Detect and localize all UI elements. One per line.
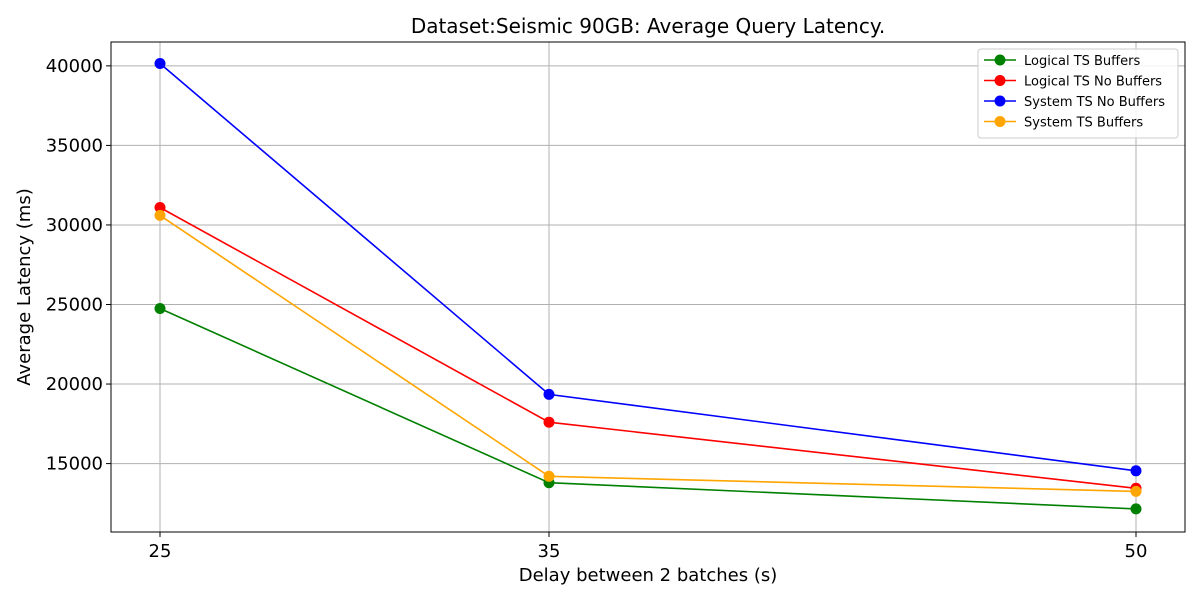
data-point — [154, 303, 166, 314]
data-point — [1130, 465, 1142, 477]
series-group — [154, 202, 1142, 494]
tick-layer: 25 35 50 15000 20000 25000 30000 35000 40000 — [46, 56, 1148, 562]
x-tick-label: 50 — [1125, 541, 1148, 562]
legend-label: Logical TS No Buffers — [1024, 75, 1162, 90]
legend-marker — [994, 95, 1006, 107]
y-tick-label: 15000 — [46, 454, 103, 475]
legend-marker — [994, 75, 1006, 86]
y-tick-label: 35000 — [46, 135, 103, 156]
x-tick-label: 35 — [538, 541, 561, 562]
legend-marker — [994, 116, 1006, 127]
data-point — [1130, 503, 1142, 515]
y-axis-label: Average Latency (ms) — [14, 188, 35, 385]
legend-box — [977, 48, 1179, 139]
series-line — [159, 206, 1137, 490]
series-group — [154, 303, 1142, 515]
y-tick-label: 30000 — [46, 215, 103, 236]
legend: Logical TS Buffers Logical TS No Buffers S… — [977, 48, 1179, 139]
y-tick-label: 40000 — [46, 56, 103, 77]
series-group — [154, 209, 1142, 497]
legend-label: Logical TS Buffers — [1024, 54, 1140, 69]
data-point — [154, 58, 166, 69]
series-layer — [154, 58, 1142, 515]
legend-label: System TS Buffers — [1024, 116, 1143, 131]
legend-marker — [994, 54, 1006, 66]
data-point — [1130, 485, 1142, 497]
data-point — [543, 470, 555, 482]
x-axis-label: Delay between 2 batches (s) — [519, 565, 778, 586]
plot-frame — [110, 41, 1186, 533]
x-tick-label: 25 — [149, 541, 172, 562]
legend-label: System TS No Buffers — [1024, 95, 1165, 110]
y-tick-label: 25000 — [46, 295, 103, 316]
data-point — [543, 416, 555, 428]
data-point — [543, 388, 555, 400]
chart-title: Dataset:Seismic 90GB: Average Query Late… — [411, 14, 885, 38]
data-point — [154, 209, 166, 221]
y-tick-label: 20000 — [46, 374, 103, 395]
series-group — [154, 58, 1142, 477]
series-line — [159, 214, 1137, 493]
data-point — [154, 202, 166, 213]
